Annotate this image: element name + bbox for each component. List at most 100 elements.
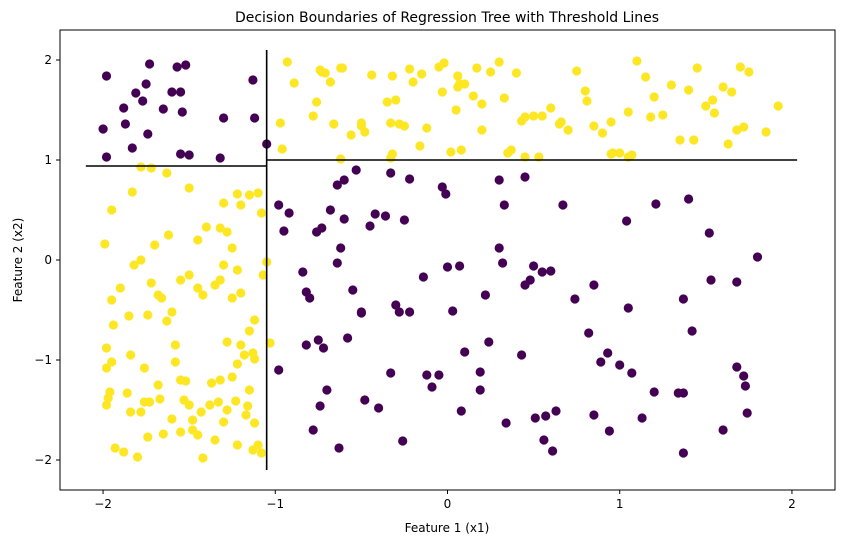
point-class-0-102 — [589, 280, 599, 290]
point-class-1-85 — [158, 429, 168, 439]
point-class-0-10 — [172, 62, 182, 72]
point-class-0-41 — [305, 293, 315, 303]
point-class-0-54 — [651, 199, 661, 209]
point-class-0-50 — [520, 172, 530, 182]
point-class-1-15 — [143, 310, 153, 320]
point-class-0-83 — [360, 395, 370, 405]
point-class-1-32 — [222, 405, 232, 415]
point-class-0-106 — [615, 360, 625, 370]
point-class-1-181 — [437, 87, 447, 97]
point-class-1-153 — [641, 72, 651, 82]
point-class-1-154 — [649, 92, 659, 102]
point-class-0-43 — [348, 285, 358, 295]
point-class-1-11 — [126, 407, 136, 417]
point-class-1-123 — [399, 121, 409, 131]
point-class-1-141 — [537, 111, 547, 121]
point-class-1-64 — [162, 168, 172, 178]
point-class-1-103 — [275, 118, 285, 128]
point-class-1-191 — [608, 148, 618, 158]
point-class-1-161 — [709, 108, 720, 118]
point-class-0-116 — [706, 275, 716, 285]
point-class-0-9 — [167, 87, 177, 97]
point-class-0-60 — [455, 261, 465, 271]
point-class-0-38 — [339, 214, 349, 224]
point-class-1-14 — [143, 432, 153, 442]
point-class-1-37 — [244, 385, 254, 395]
point-class-1-84 — [167, 414, 177, 424]
point-class-1-97 — [207, 378, 217, 388]
point-class-0-18 — [184, 150, 194, 160]
point-class-1-149 — [606, 117, 616, 127]
point-class-0-29 — [325, 205, 335, 215]
point-class-1-35 — [236, 340, 246, 350]
point-class-1-10 — [122, 388, 132, 398]
point-class-1-160 — [701, 101, 711, 111]
plot-area-frame — [59, 29, 836, 491]
point-class-0-39 — [298, 267, 308, 277]
point-class-1-77 — [258, 270, 268, 280]
point-class-1-137 — [499, 93, 509, 103]
point-class-1-138 — [511, 68, 521, 78]
point-class-0-93 — [501, 418, 511, 428]
point-class-0-12 — [138, 96, 148, 106]
point-class-1-105 — [282, 57, 292, 67]
point-class-1-130 — [451, 105, 461, 115]
point-class-1-29 — [210, 435, 220, 445]
point-class-0-96 — [541, 411, 551, 421]
point-class-0-100 — [570, 294, 580, 304]
point-class-1-145 — [572, 66, 582, 76]
point-class-1-74 — [253, 188, 263, 198]
point-class-1-196 — [415, 141, 425, 151]
y-tick-label--2: −2 — [34, 453, 52, 467]
point-class-1-48 — [219, 260, 229, 270]
point-class-0-76 — [343, 333, 353, 343]
point-class-0-89 — [456, 406, 466, 416]
point-class-1-159 — [692, 63, 702, 73]
point-class-0-49 — [494, 175, 504, 185]
point-class-0-24 — [274, 200, 284, 210]
points-layer — [98, 56, 783, 463]
point-class-1-152 — [632, 56, 642, 66]
point-class-1-99 — [231, 396, 241, 406]
point-class-0-70 — [394, 307, 404, 317]
point-class-1-170 — [739, 122, 749, 132]
point-class-1-111 — [329, 119, 339, 129]
point-class-1-187 — [646, 112, 656, 122]
point-class-0-75 — [318, 343, 329, 353]
point-class-0-0 — [101, 71, 112, 81]
point-class-1-194 — [455, 79, 465, 89]
x-tick-label-2: 2 — [788, 497, 796, 511]
point-class-1-188 — [308, 111, 318, 121]
y-tick-label--1: −1 — [34, 353, 52, 367]
point-class-1-12 — [132, 452, 143, 462]
point-class-1-102 — [265, 338, 275, 348]
point-class-1-68 — [215, 223, 225, 233]
point-class-1-19 — [162, 316, 172, 326]
point-class-1-8 — [101, 400, 112, 410]
point-class-0-94 — [517, 350, 527, 360]
y-axis-title: Feature 2 (x2) — [11, 218, 25, 303]
point-class-0-104 — [603, 348, 613, 358]
point-class-0-88 — [460, 347, 470, 357]
point-class-1-195 — [356, 121, 366, 131]
point-class-1-18 — [157, 293, 167, 303]
point-class-1-155 — [658, 110, 668, 120]
point-class-1-148 — [597, 128, 608, 138]
point-class-1-3 — [108, 320, 118, 330]
point-class-1-2 — [107, 295, 117, 305]
point-class-0-125 — [398, 436, 408, 446]
point-class-0-37 — [336, 243, 346, 253]
point-class-0-112 — [678, 388, 689, 398]
point-class-0-74 — [313, 335, 323, 345]
point-class-1-50 — [210, 280, 220, 290]
point-class-1-78 — [250, 354, 260, 364]
point-class-0-109 — [637, 413, 647, 423]
point-class-1-120 — [387, 71, 397, 81]
point-class-1-177 — [456, 145, 466, 155]
point-class-0-4 — [120, 119, 130, 129]
point-class-0-53 — [622, 216, 632, 226]
point-class-0-87 — [427, 382, 437, 392]
point-class-1-71 — [236, 200, 246, 210]
point-class-1-72 — [244, 190, 254, 200]
